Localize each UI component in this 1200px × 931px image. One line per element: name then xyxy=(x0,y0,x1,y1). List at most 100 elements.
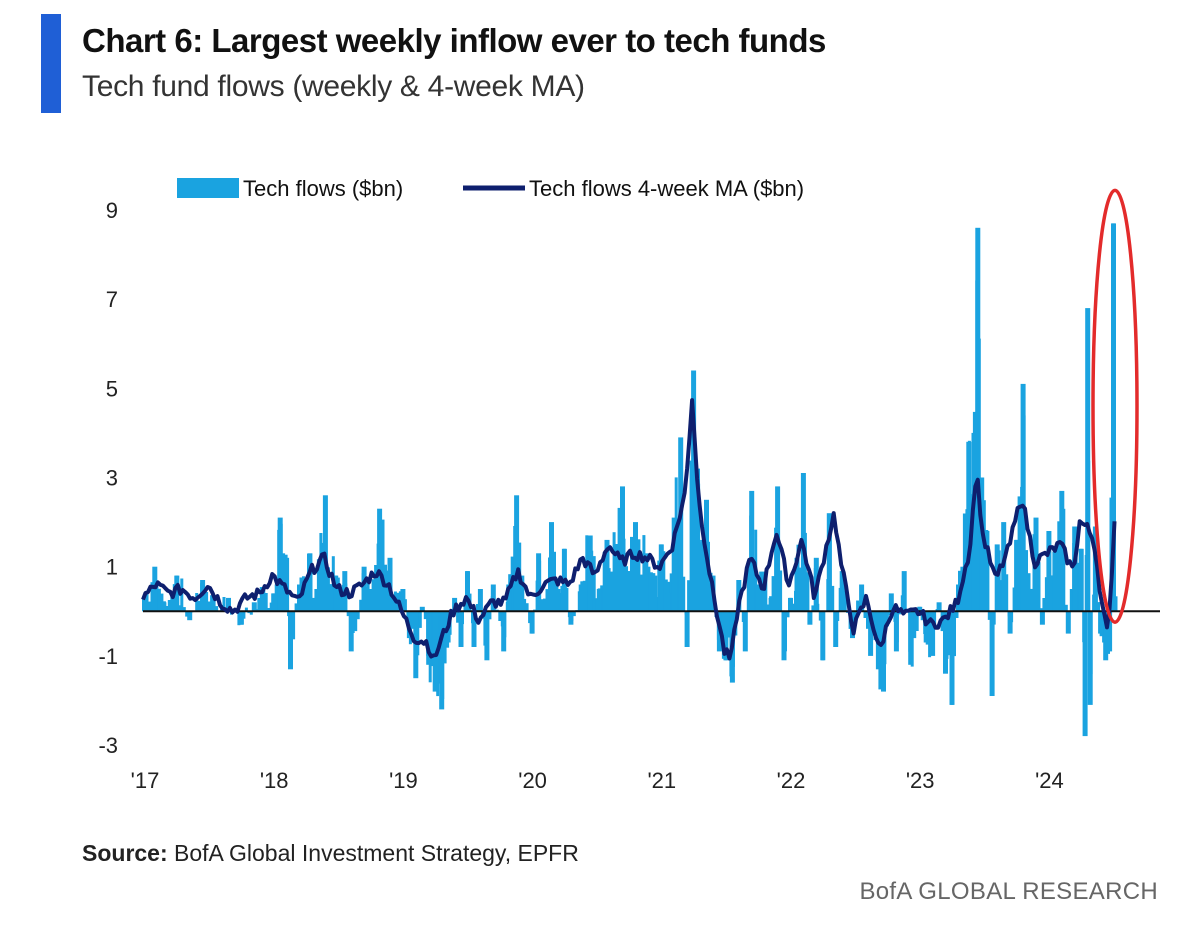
bar-spike xyxy=(888,593,894,612)
bar-spike xyxy=(578,584,584,612)
bar-spike xyxy=(755,584,761,612)
bar-spike xyxy=(691,370,697,612)
bar-spike xyxy=(1085,308,1091,612)
bar-spike xyxy=(432,611,438,692)
bar xyxy=(195,593,199,612)
x-tick-label: '22 xyxy=(777,768,806,793)
bar-spike xyxy=(604,539,610,612)
bar-spike xyxy=(439,611,445,710)
bar xyxy=(150,582,154,612)
bar-spike xyxy=(989,611,995,696)
bar-spike xyxy=(881,611,886,692)
bar-spike xyxy=(859,584,865,612)
bar xyxy=(304,579,308,612)
bar-spike xyxy=(923,611,929,643)
bar-spike xyxy=(312,597,318,612)
y-tick-label: 3 xyxy=(106,466,118,491)
bar-spike xyxy=(426,611,432,665)
bar xyxy=(682,576,686,612)
bar xyxy=(786,611,790,618)
bar xyxy=(602,552,606,612)
bar xyxy=(962,513,966,612)
bar xyxy=(637,539,641,612)
bar-spike xyxy=(514,495,520,612)
bar-spike xyxy=(994,544,1000,612)
x-tick-label: '18 xyxy=(260,768,289,793)
bar-spike xyxy=(484,611,490,661)
bar xyxy=(336,577,340,612)
bar xyxy=(267,608,271,612)
bar xyxy=(913,611,917,639)
bar xyxy=(197,600,201,612)
bar-spike xyxy=(277,517,283,612)
x-axis: '17 '18 '19 '20 '21 '22 '23 '24 xyxy=(131,768,1064,793)
bar xyxy=(1064,604,1068,612)
bar-spike xyxy=(671,517,677,612)
bar xyxy=(257,598,261,612)
bar xyxy=(384,564,387,612)
bar-spike xyxy=(477,589,483,612)
accent-bar xyxy=(41,14,61,113)
chart: Tech flows ($bn) Tech flows 4-week MA ($… xyxy=(98,176,1160,793)
bar xyxy=(771,576,775,612)
bar xyxy=(523,598,527,612)
bar-spike xyxy=(1065,611,1071,634)
bar xyxy=(249,611,253,615)
bar-spike xyxy=(372,580,377,612)
bar xyxy=(264,593,268,612)
bar xyxy=(456,611,460,623)
legend: Tech flows ($bn) Tech flows 4-week MA ($… xyxy=(177,176,804,201)
bar-spike xyxy=(1107,611,1113,652)
legend-bar-swatch xyxy=(177,178,239,198)
bar-spike xyxy=(901,571,907,612)
bar-spike xyxy=(781,611,787,661)
bar-spike xyxy=(213,606,219,612)
y-tick-label: -3 xyxy=(98,733,118,758)
bar-spike xyxy=(930,611,936,656)
bar xyxy=(488,611,492,620)
bar xyxy=(1097,602,1101,612)
y-axis: 9 7 5 3 1 -1 -3 xyxy=(98,198,118,758)
bar-spike xyxy=(458,611,464,647)
bar-spike xyxy=(1072,526,1078,612)
bar xyxy=(443,611,447,664)
bar-spike xyxy=(695,468,700,612)
bar xyxy=(585,535,589,612)
bar-spike xyxy=(775,486,781,612)
bar-spike xyxy=(658,544,664,612)
bar-spike xyxy=(1098,611,1104,634)
bar-spike xyxy=(620,486,625,612)
bar xyxy=(647,566,651,612)
bar xyxy=(649,572,653,612)
bar xyxy=(185,611,189,617)
bar-spike xyxy=(1059,490,1065,612)
bar-spike xyxy=(1078,548,1084,612)
bar xyxy=(498,611,502,621)
bar-spike xyxy=(768,597,774,612)
y-tick-label: 5 xyxy=(106,376,118,401)
bar-spike xyxy=(794,557,800,612)
bar-spike xyxy=(555,589,561,612)
bar xyxy=(553,551,556,612)
bar xyxy=(888,611,892,616)
bar xyxy=(669,573,673,612)
legend-line-label: Tech flows 4-week MA ($bn) xyxy=(529,176,804,201)
bar-spike xyxy=(893,611,899,652)
bar xyxy=(212,597,216,612)
bar-spike xyxy=(1082,611,1088,737)
bar xyxy=(595,598,599,612)
bar xyxy=(779,570,783,612)
bar-spike xyxy=(966,441,972,612)
bar-spike xyxy=(536,553,542,612)
bar xyxy=(982,500,986,612)
bar xyxy=(316,559,320,612)
bar-spike xyxy=(979,477,985,612)
bar-spike xyxy=(700,539,706,612)
bar xyxy=(319,533,323,612)
bar-spike xyxy=(490,584,496,612)
bar-spike xyxy=(333,575,339,612)
y-tick-label: 7 xyxy=(106,287,118,312)
x-tick-label: '24 xyxy=(1035,768,1064,793)
bar xyxy=(259,587,263,612)
source-label: Source: xyxy=(82,840,168,866)
